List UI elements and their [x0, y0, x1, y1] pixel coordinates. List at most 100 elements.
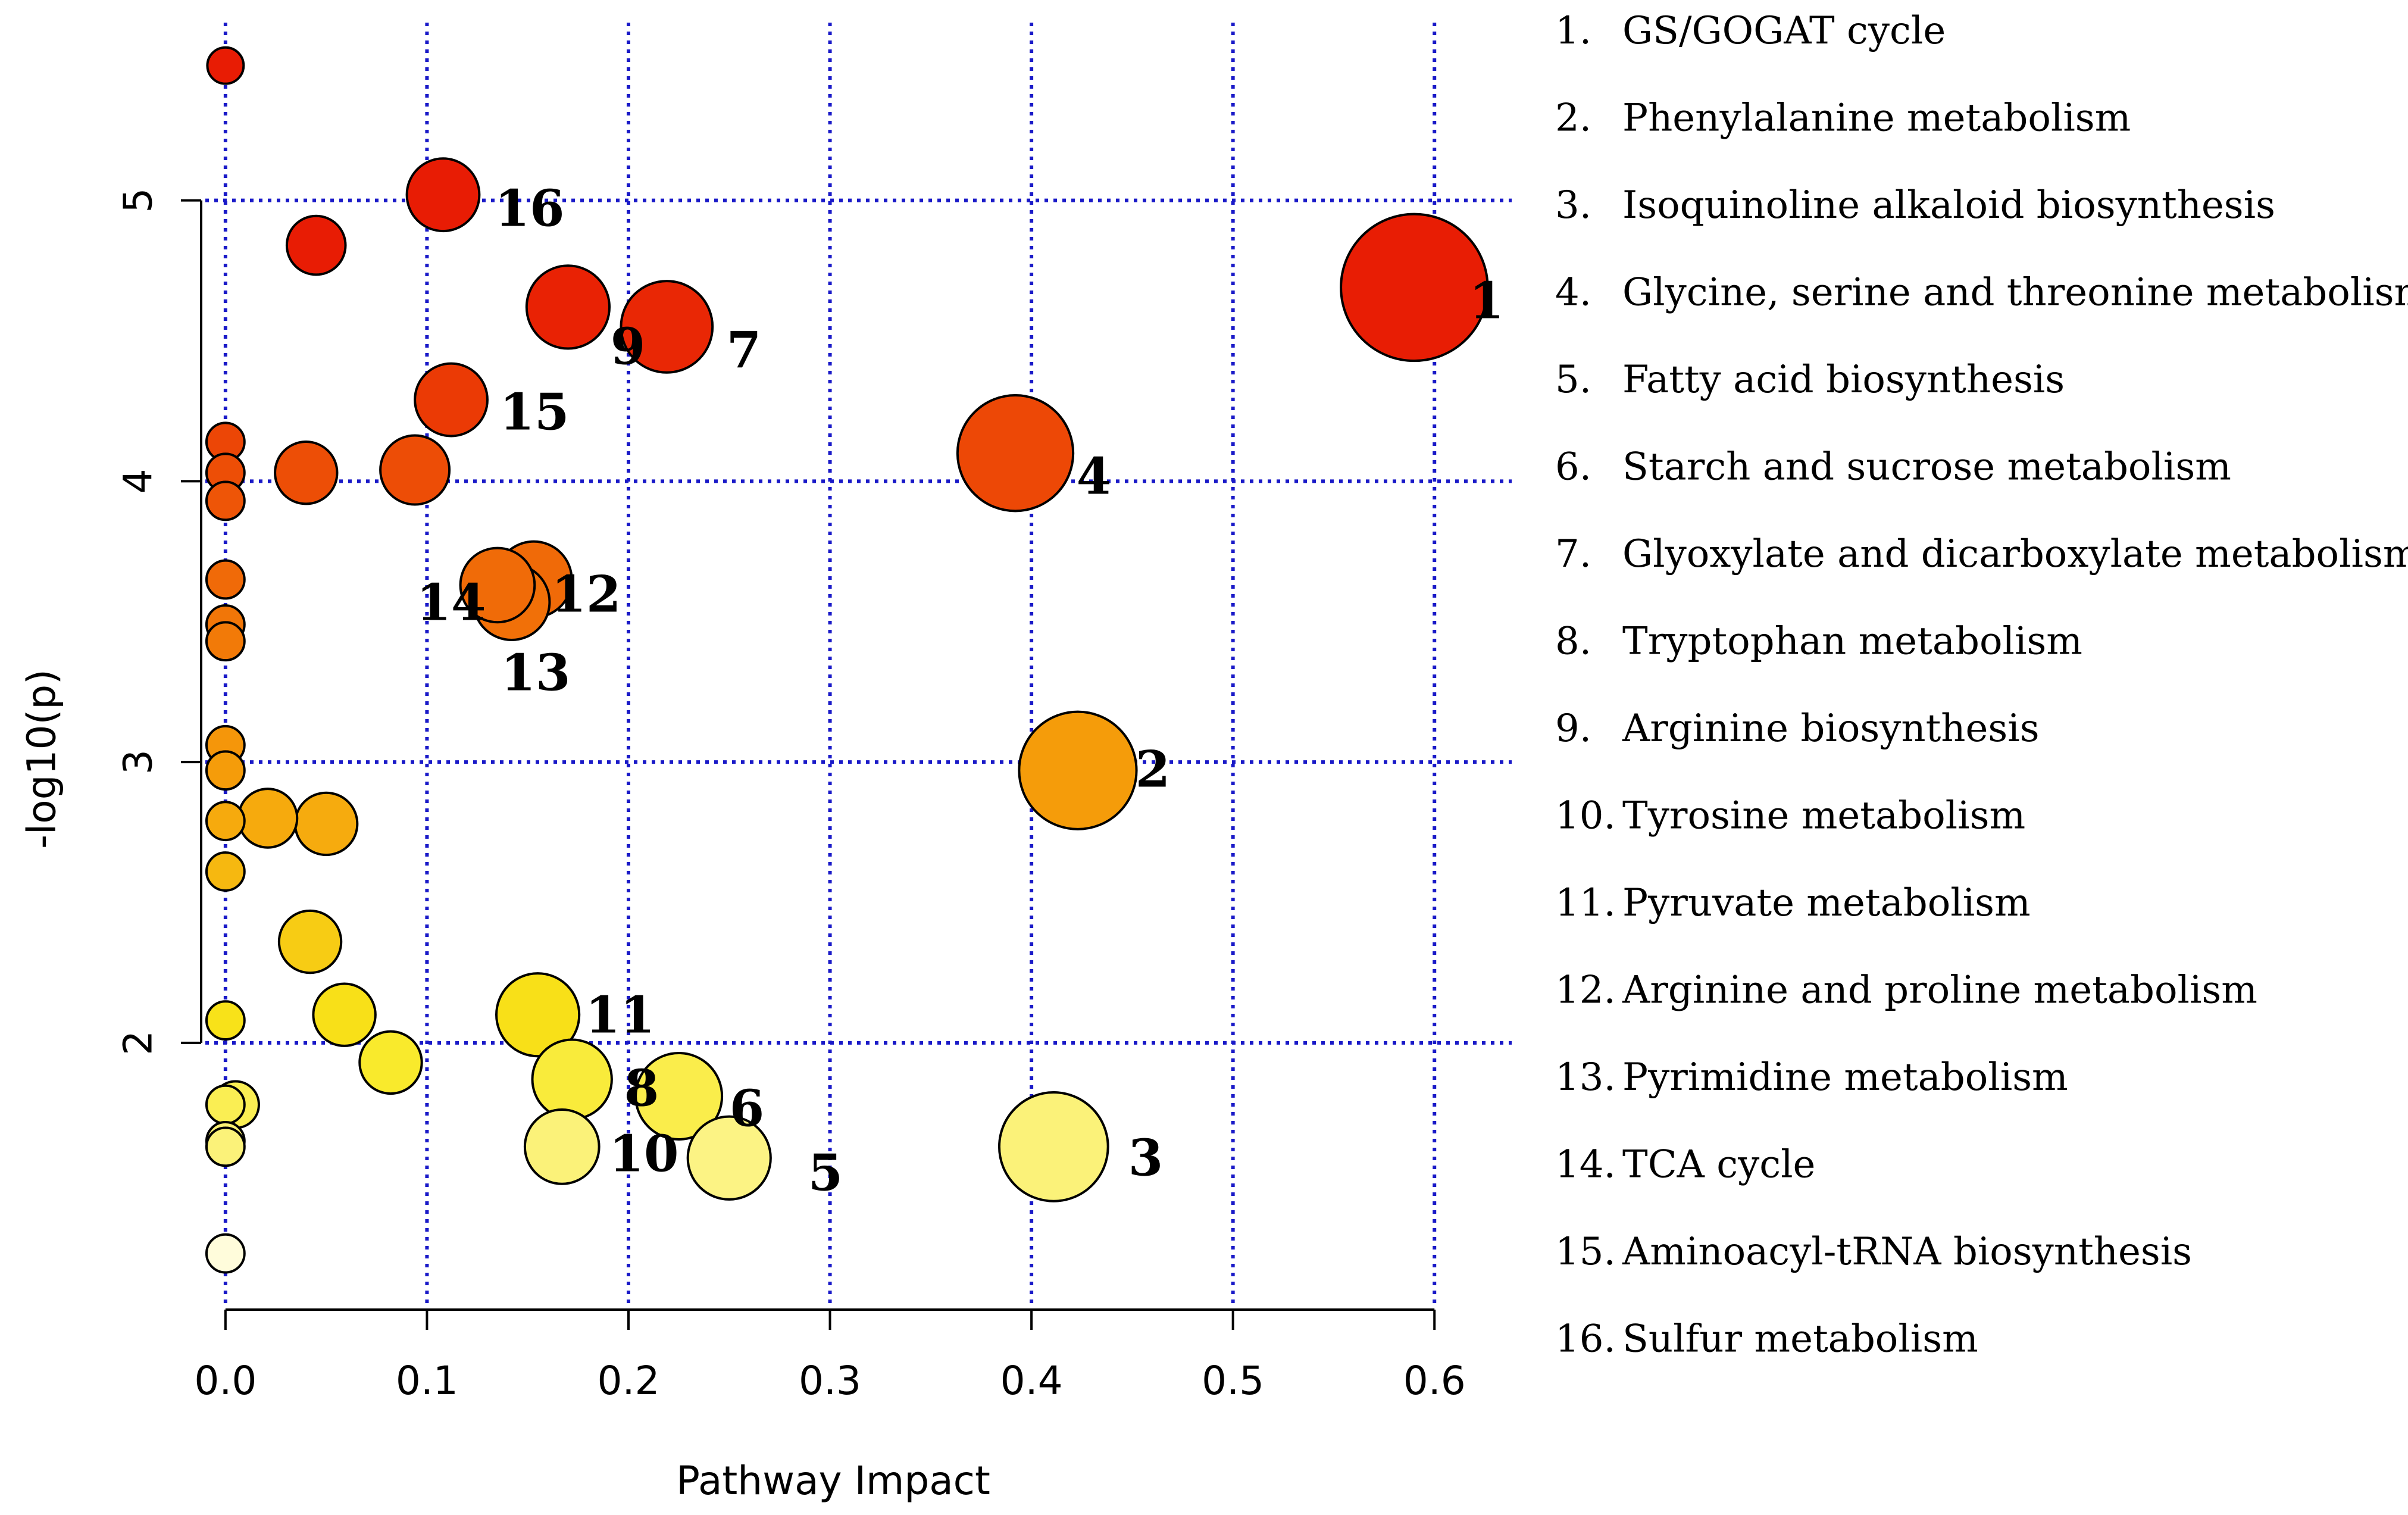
- x-tick-label: 0.3: [799, 1358, 861, 1404]
- legend-label: TCA cycle: [1622, 1143, 1815, 1187]
- legend-number: 7.: [1555, 532, 1591, 576]
- point: [205, 851, 246, 892]
- legend-label: Glycine, serine and threonine metabolism: [1622, 271, 2408, 315]
- legend-number: 6.: [1555, 445, 1591, 489]
- legend-number: 4.: [1555, 271, 1591, 315]
- legend-item: 6. Starch and sucrose metabolism: [1555, 445, 2231, 489]
- point-label-13: 13: [501, 644, 571, 702]
- legend-item: 12. Arginine and proline metabolism: [1555, 969, 2257, 1013]
- x-axis-title: Pathway Impact: [676, 1458, 990, 1504]
- point: [206, 46, 245, 85]
- point: [205, 1126, 246, 1167]
- legend-item: 7. Glyoxylate and dicarboxylate metabolis…: [1555, 532, 2408, 576]
- point-label-5: 5: [808, 1144, 843, 1202]
- legend-item: 14. TCA cycle: [1555, 1143, 1815, 1187]
- legend-item: 4. Glycine, serine and threonine metaboli…: [1555, 271, 2408, 315]
- point: [205, 1000, 246, 1041]
- point: [205, 750, 246, 791]
- point: [379, 434, 451, 506]
- legend-label: Arginine and proline metabolism: [1622, 969, 2257, 1013]
- point-14: [459, 546, 536, 624]
- y-tick-label: 2: [115, 1030, 161, 1055]
- x-tick-label: 0.1: [396, 1358, 458, 1404]
- legend-label: Glyoxylate and dicarboxylate metabolism: [1622, 532, 2408, 576]
- point-9: [525, 264, 611, 350]
- legend-label: Pyruvate metabolism: [1622, 881, 2031, 925]
- legend-item: 11. Pyruvate metabolism: [1555, 881, 2031, 925]
- point-label-14: 14: [417, 573, 486, 632]
- point: [293, 791, 359, 857]
- point-5: [686, 1115, 772, 1201]
- legend-label: Isoquinoline alkaloid biosynthesis: [1622, 183, 2275, 227]
- legend-number: 14.: [1555, 1143, 1616, 1187]
- legend-item: 5. Fatty acid biosynthesis: [1555, 358, 2065, 402]
- x-tick-label: 0.0: [194, 1358, 257, 1404]
- y-axis-title: -log10(p): [19, 669, 65, 849]
- legend-item: 9. Arginine biosynthesis: [1555, 707, 2040, 751]
- legend-number: 12.: [1555, 969, 1616, 1013]
- x-tick-label: 0.6: [1403, 1358, 1466, 1404]
- point-1: [1340, 213, 1489, 363]
- y-tick-label: 5: [115, 188, 161, 213]
- point: [205, 480, 246, 521]
- legend-label: Tyrosine metabolism: [1622, 794, 2025, 838]
- legend-label: Aminoacyl-tRNA biosynthesis: [1622, 1230, 2192, 1274]
- axes: 0.0 0.1 0.2 0.3 0.4 0.5 0.6 2 3 4 5 Pathway Impact -…: [19, 188, 1466, 1504]
- point-label-8: 8: [624, 1059, 659, 1118]
- point: [237, 788, 299, 849]
- point-15: [414, 362, 489, 438]
- point-label-7: 7: [727, 321, 761, 380]
- legend-label: Sulfur metabolism: [1622, 1317, 1978, 1361]
- legend-item: 3. Isoquinoline alkaloid biosynthesis: [1555, 183, 2275, 227]
- legend-label: Starch and sucrose metabolism: [1622, 445, 2231, 489]
- point: [205, 1084, 246, 1125]
- x-tick-label: 0.5: [1202, 1358, 1264, 1404]
- point-label-12: 12: [552, 565, 621, 624]
- legend-label: Pyrimidine metabolism: [1622, 1055, 2068, 1099]
- point: [205, 801, 246, 842]
- legend-number: 3.: [1555, 183, 1591, 227]
- legend-number: 10.: [1555, 794, 1616, 838]
- legend-label: GS/GOGAT cycle: [1622, 9, 1946, 53]
- legend-number: 8.: [1555, 620, 1591, 664]
- legend-label: Phenylalanine metabolism: [1622, 96, 2131, 140]
- point-label-10: 10: [609, 1124, 679, 1183]
- point: [358, 1030, 423, 1095]
- legend-label: Arginine biosynthesis: [1622, 707, 2040, 751]
- legend-item: 8. Tryptophan metabolism: [1555, 620, 2082, 664]
- point-6: [634, 1051, 724, 1141]
- point: [205, 559, 246, 600]
- legend-number: 2.: [1555, 96, 1591, 140]
- legend: 1. GS/GOGAT cycle 2. Phenylalanine metaboli…: [1555, 9, 2408, 1361]
- legend-number: 9.: [1555, 707, 1591, 751]
- legend-number: 13.: [1555, 1055, 1616, 1099]
- legend-number: 1.: [1555, 9, 1591, 53]
- point-16: [405, 157, 481, 233]
- legend-number: 15.: [1555, 1230, 1616, 1274]
- legend-item: 13. Pyrimidine metabolism: [1555, 1055, 2068, 1099]
- x-tick-label: 0.2: [597, 1358, 659, 1404]
- legend-number: 16.: [1555, 1317, 1616, 1361]
- point-7: [620, 280, 714, 374]
- legend-number: 11.: [1555, 881, 1616, 925]
- legend-label: Tryptophan metabolism: [1622, 620, 2082, 664]
- point-4: [956, 394, 1075, 513]
- y-tick-label: 3: [115, 749, 161, 774]
- legend-item: 15. Aminoacyl-tRNA biosynthesis: [1555, 1230, 2192, 1274]
- point-label-16: 16: [495, 179, 565, 238]
- point-label-9: 9: [611, 317, 645, 376]
- point-8: [531, 1038, 613, 1120]
- point-label-1: 1: [1469, 271, 1504, 330]
- point-label-3: 3: [1128, 1129, 1163, 1188]
- point: [312, 982, 377, 1047]
- point-3: [997, 1091, 1109, 1202]
- point: [274, 441, 339, 505]
- point-label-6: 6: [730, 1079, 764, 1138]
- data-points: [205, 46, 1489, 1274]
- x-tick-label: 0.4: [1000, 1358, 1063, 1404]
- point-label-11: 11: [586, 986, 655, 1045]
- legend-item: 10. Tyrosine metabolism: [1555, 794, 2025, 838]
